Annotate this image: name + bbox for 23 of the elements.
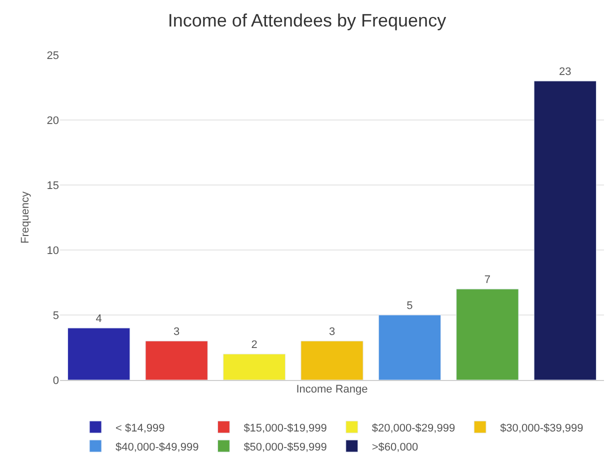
y-tick-label: 15 [46,180,59,192]
chart-title: Income of Attendees by Frequency [168,10,446,31]
data-label: 7 [484,274,490,286]
y-tick-label: 10 [46,244,59,257]
data-label: 23 [559,66,572,78]
legend-label: < $14,999 [116,422,165,434]
y-tick-label: 25 [46,50,59,62]
data-label: 3 [174,326,180,338]
legend-label: >$60,000 [372,441,418,454]
data-label: 4 [96,313,102,325]
y-tick-label: 5 [52,310,59,322]
legend-label: $20,000-$29,999 [372,422,456,434]
legend-label: $30,000-$39,999 [500,422,584,434]
data-label: 3 [328,326,336,338]
y-tick-label: 20 [46,114,59,127]
x-axis-title: Income Range [296,383,368,396]
legend-label: $50,000-$59,999 [244,441,327,454]
legend-label: $40,000-$49,999 [116,441,199,454]
data-label: 2 [251,339,258,351]
data-label: 5 [406,300,413,312]
legend-label: $15,000-$19,999 [244,422,327,434]
y-axis-title: Frequency [19,191,32,244]
y-tick-label: 0 [52,374,59,387]
